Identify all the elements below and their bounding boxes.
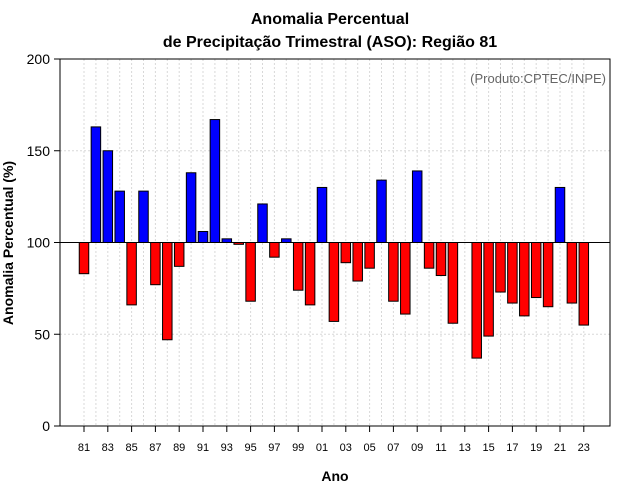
x-tick-label: 17 xyxy=(506,442,518,454)
bar-22 xyxy=(566,242,578,304)
bar-84 xyxy=(114,190,125,243)
bar-09 xyxy=(411,170,423,243)
bar-08 xyxy=(400,242,411,315)
bar-12 xyxy=(447,242,459,324)
bar-18 xyxy=(519,242,530,317)
x-tick-label: 07 xyxy=(387,442,399,454)
bar-97 xyxy=(269,242,280,258)
x-tick-label: 93 xyxy=(221,442,233,454)
grid-lines xyxy=(60,59,610,426)
chart-title-line2: de Precipitação Trimestral (ASO): Região… xyxy=(163,34,497,51)
bars xyxy=(78,119,590,359)
bar-81 xyxy=(78,242,90,275)
x-tick-label: 83 xyxy=(102,442,114,454)
y-tick-label: 150 xyxy=(27,143,51,159)
y-tick-label: 50 xyxy=(34,326,50,342)
bar-06 xyxy=(376,179,387,243)
x-tick-label: 11 xyxy=(435,442,446,454)
bar-93 xyxy=(221,238,233,244)
bar-16 xyxy=(495,242,506,293)
x-tick-label: 85 xyxy=(125,442,137,454)
x-tick-label: 09 xyxy=(411,442,423,454)
x-tick-label: 03 xyxy=(340,442,352,454)
bar-10 xyxy=(423,242,435,269)
y-tick-label: 0 xyxy=(42,418,50,434)
y-axis-ticks: 0 50 100 150 200 xyxy=(27,51,60,434)
x-tick-label: 05 xyxy=(363,442,375,454)
bar-05 xyxy=(364,242,375,269)
bar-01 xyxy=(316,186,328,243)
y-axis-label: Anomalia Percentual (%) xyxy=(0,161,16,325)
bar-23 xyxy=(578,242,590,326)
bar-90 xyxy=(185,172,197,244)
bar-87 xyxy=(150,242,161,286)
x-tick-label: 21 xyxy=(554,442,566,454)
bar-91 xyxy=(197,230,209,244)
bar-20 xyxy=(542,242,554,308)
bar-14 xyxy=(471,242,482,359)
x-tick-label: 23 xyxy=(578,442,590,454)
bar-86 xyxy=(138,190,149,243)
bar-17 xyxy=(507,242,518,304)
x-tick-label: 01 xyxy=(316,442,328,454)
bar-11 xyxy=(435,242,447,277)
bar-19 xyxy=(530,242,542,299)
bar-99 xyxy=(292,242,304,291)
bar-02 xyxy=(328,242,340,322)
x-tick-label: 89 xyxy=(173,442,185,454)
x-axis-ticks: 81 83 85 87 89 91 93 95 97 99 01 03 05 07 09 11 13 15 17 19… xyxy=(78,426,590,454)
bar-89 xyxy=(173,242,185,267)
x-tick-label: 15 xyxy=(482,442,494,454)
bar-88 xyxy=(162,242,173,341)
y-tick-label: 100 xyxy=(27,235,51,251)
chart-title-line1: Anomalia Percentual xyxy=(251,11,409,28)
bar-96 xyxy=(257,203,268,243)
x-tick-label: 19 xyxy=(530,442,542,454)
x-tick-label: 87 xyxy=(149,442,161,454)
x-tick-label: 97 xyxy=(268,442,280,454)
x-tick-label: 81 xyxy=(78,442,90,454)
bar-03 xyxy=(340,242,352,264)
bar-82 xyxy=(90,126,102,243)
bar-21 xyxy=(554,186,566,243)
source-credit: (Produto:CPTEC/INPE) xyxy=(470,71,606,86)
bar-04 xyxy=(352,242,363,282)
x-axis-label: Ano xyxy=(321,468,348,484)
x-tick-label: 99 xyxy=(292,442,304,454)
y-tick-label: 200 xyxy=(27,51,51,67)
x-tick-label: 13 xyxy=(459,442,471,454)
bar-95 xyxy=(245,242,256,302)
x-tick-label: 91 xyxy=(197,442,209,454)
bar-83 xyxy=(102,150,114,243)
x-tick-label: 95 xyxy=(244,442,256,454)
bar-00 xyxy=(304,242,316,306)
bar-98 xyxy=(281,238,292,244)
bar-92 xyxy=(209,119,221,243)
bar-85 xyxy=(126,242,137,306)
bar-07 xyxy=(388,242,399,302)
bar-15 xyxy=(483,242,494,337)
